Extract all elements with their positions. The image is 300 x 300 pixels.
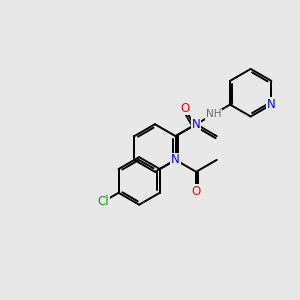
Text: O: O: [180, 102, 189, 115]
Text: NH: NH: [206, 109, 221, 119]
Text: O: O: [191, 185, 201, 198]
Text: Cl: Cl: [97, 195, 109, 208]
Text: N: N: [171, 153, 180, 167]
Text: N: N: [267, 98, 276, 111]
Text: N: N: [192, 118, 200, 131]
